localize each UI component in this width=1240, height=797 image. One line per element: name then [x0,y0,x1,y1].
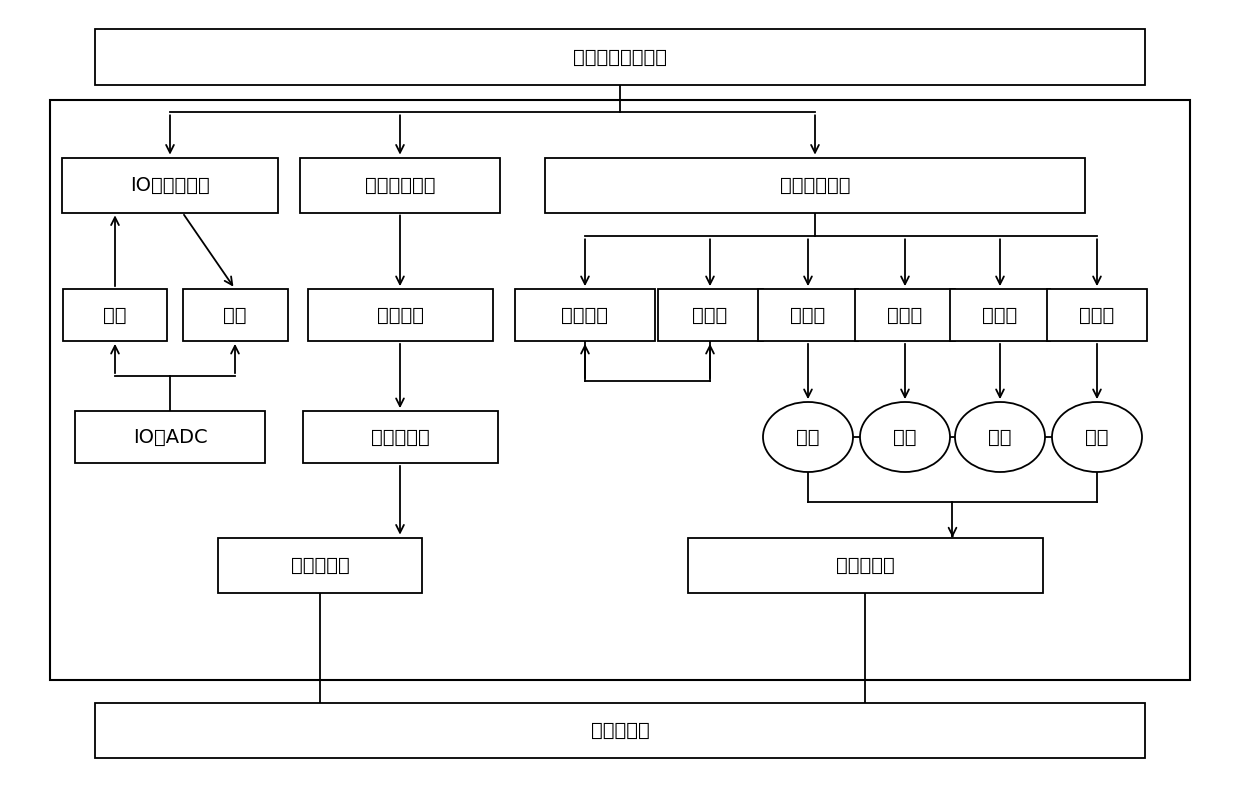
Text: 驱动器: 驱动器 [888,305,923,324]
Text: 输出: 输出 [223,305,247,324]
Bar [758,289,858,341]
Bar [546,158,1085,213]
Text: 惠斯通电桥: 惠斯通电桥 [371,427,429,446]
Ellipse shape [1052,402,1142,472]
Text: 驱动器: 驱动器 [982,305,1018,324]
Text: 驱动器: 驱动器 [790,305,826,324]
Ellipse shape [763,402,853,472]
Text: 电流测量: 电流测量 [562,305,609,324]
Bar [74,411,265,463]
Text: 电机: 电机 [796,427,820,446]
Text: 电机: 电机 [1085,427,1109,446]
Bar [856,289,955,341]
Text: 力位感知模块: 力位感知模块 [365,175,435,194]
Text: 并联驱动器: 并联驱动器 [836,556,894,575]
Bar [687,537,1043,592]
Text: 电机: 电机 [988,427,1012,446]
Bar [217,537,423,592]
Bar [182,289,288,341]
Bar [515,289,655,341]
Bar [95,702,1145,757]
Text: 驱动器: 驱动器 [1079,305,1115,324]
Text: IO、ADC: IO、ADC [133,427,207,446]
Bar [657,289,763,341]
Bar [300,158,500,213]
Bar [950,289,1050,341]
Bar [95,29,1145,84]
Text: 电机: 电机 [893,427,916,446]
Bar [308,289,492,341]
Text: 驱动控制模块: 驱动控制模块 [780,175,851,194]
Bar [1047,289,1147,341]
Bar [62,158,278,213]
Ellipse shape [955,402,1045,472]
Text: 计数器: 计数器 [692,305,728,324]
Text: IO及通信模块: IO及通信模块 [130,175,210,194]
Text: 力位反馈控制系统: 力位反馈控制系统 [573,48,667,66]
Text: 输入: 输入 [103,305,126,324]
Text: 应变测量: 应变测量 [377,305,424,324]
Bar [50,100,1190,680]
Ellipse shape [861,402,950,472]
Text: 柔性机械手: 柔性机械手 [590,720,650,740]
Bar [303,411,497,463]
Bar [62,289,167,341]
Text: 应变传感器: 应变传感器 [290,556,350,575]
